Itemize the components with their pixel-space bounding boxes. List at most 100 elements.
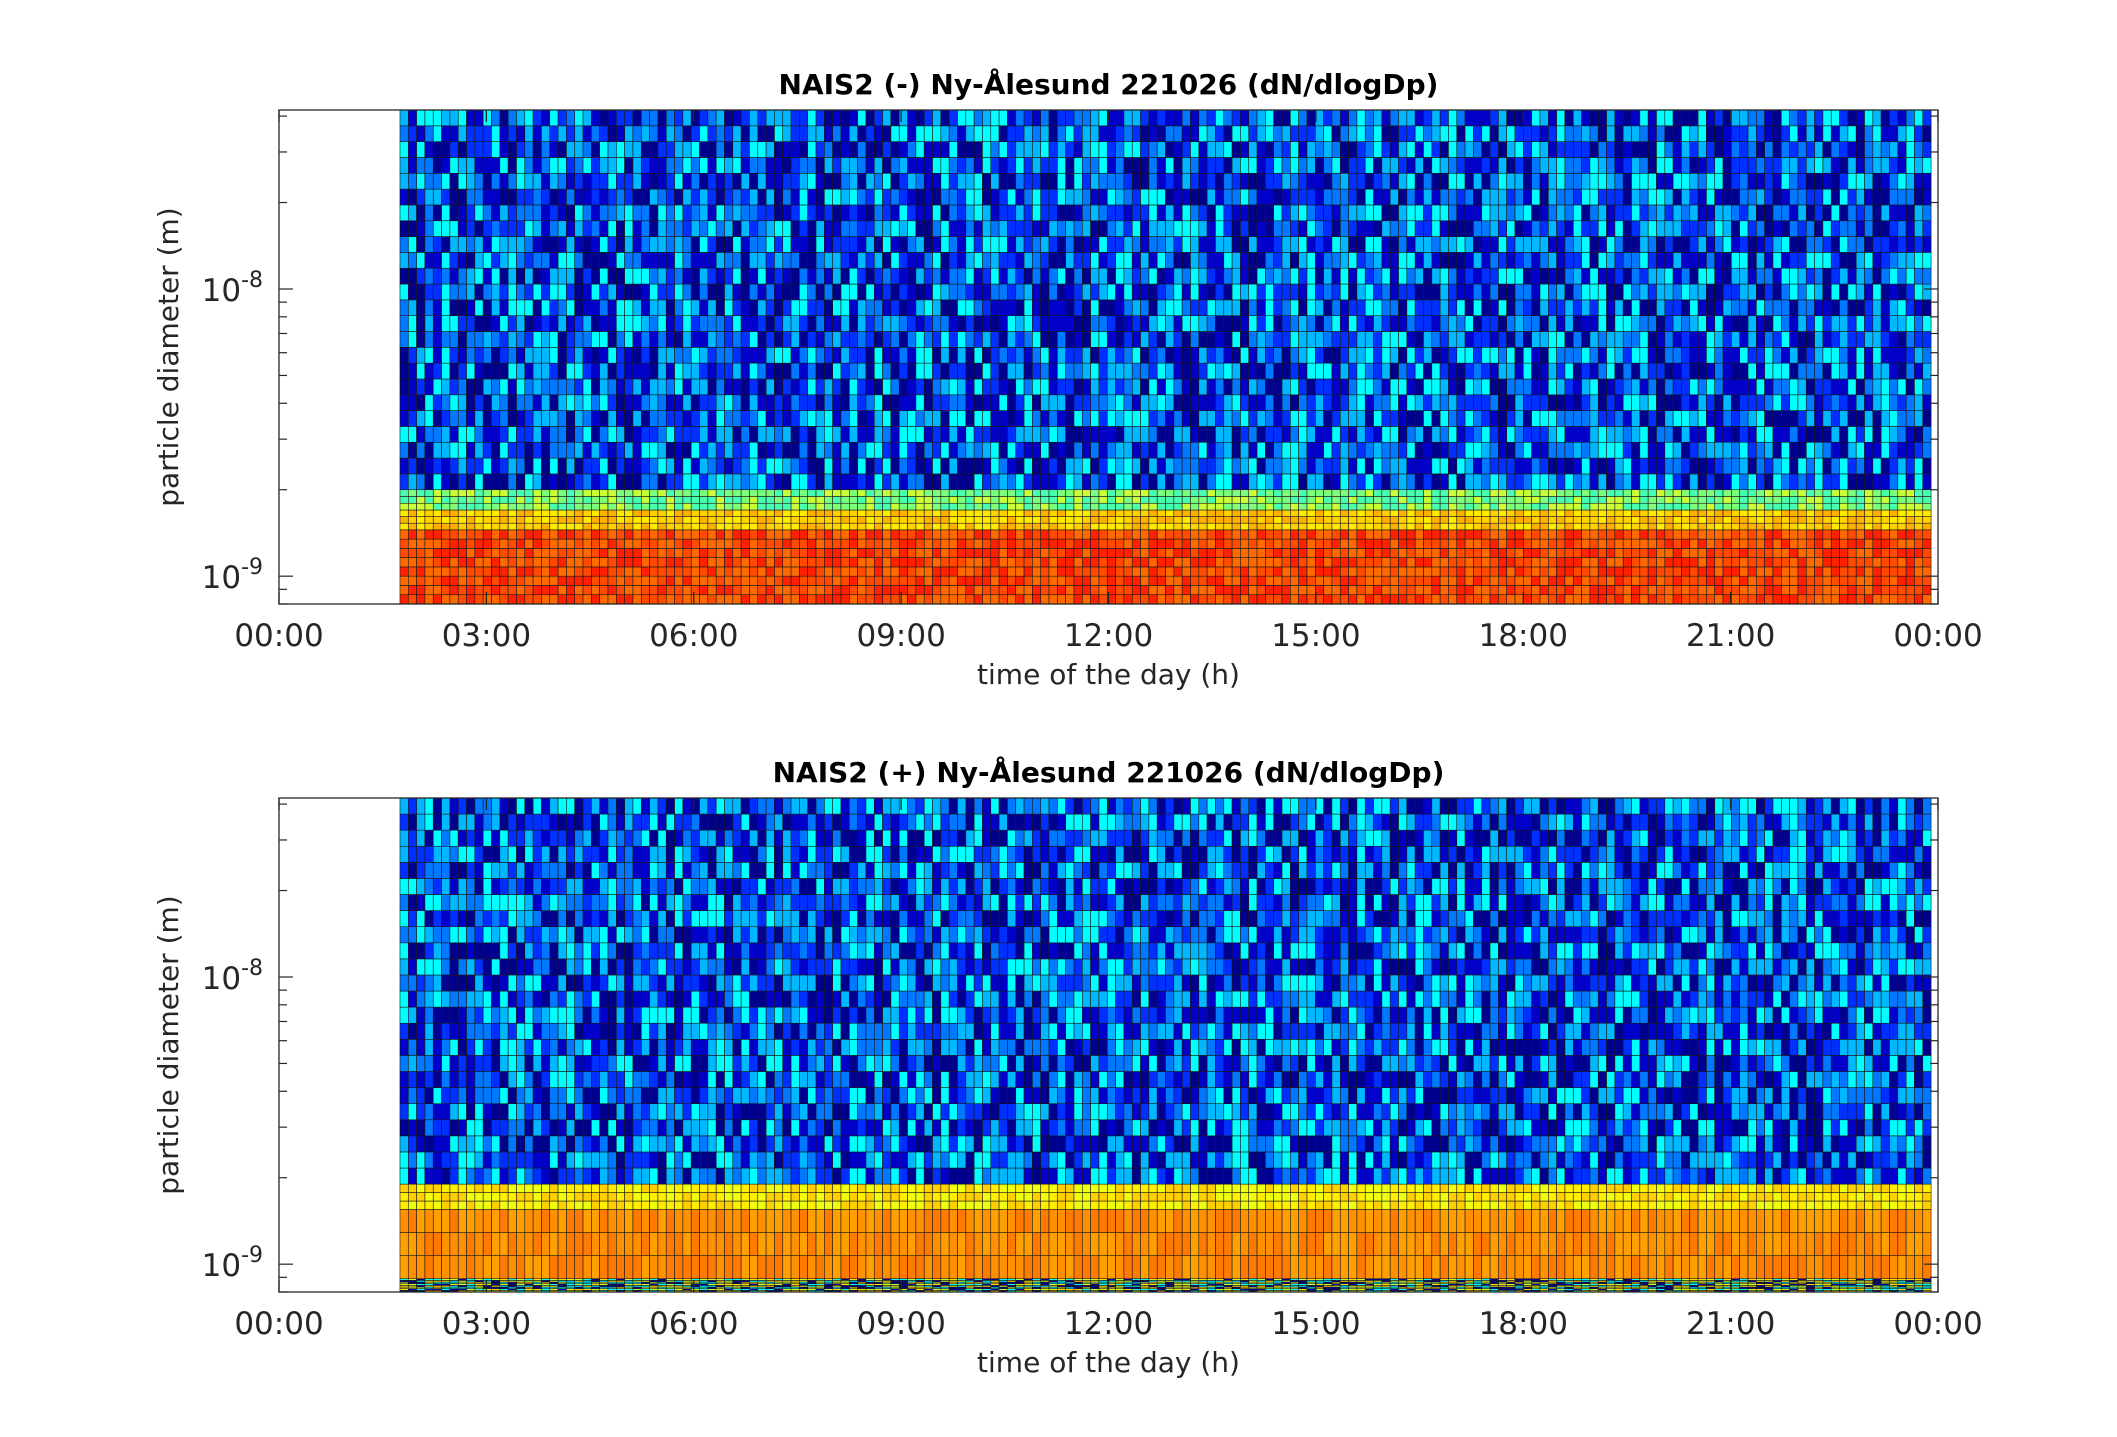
- heatmap-cell: [682, 347, 692, 364]
- heatmap-cell: [1290, 509, 1299, 517]
- heatmap-cell: [857, 522, 867, 531]
- heatmap-cell: [557, 331, 567, 348]
- heatmap-cell: [1073, 496, 1083, 504]
- heatmap-cell: [749, 331, 759, 348]
- heatmap-cell: [1015, 585, 1025, 596]
- heatmap-cell: [1772, 566, 1782, 577]
- heatmap-cell: [998, 585, 1008, 596]
- heatmap-cell: [998, 529, 1008, 540]
- heatmap-cell: [998, 548, 1008, 558]
- heatmap-cell: [757, 378, 767, 396]
- heatmap-cell: [1523, 594, 1532, 605]
- heatmap-cell: [1456, 441, 1466, 459]
- heatmap-cell: [1606, 473, 1616, 491]
- heatmap-cell: [1140, 548, 1150, 558]
- heatmap-cell: [1173, 457, 1183, 475]
- heatmap-cell: [1714, 347, 1724, 364]
- heatmap-cell: [1215, 516, 1225, 524]
- heatmap-cell: [1556, 566, 1566, 577]
- heatmap-cell: [1664, 394, 1674, 411]
- heatmap-cell: [1273, 410, 1283, 427]
- heatmap-cell: [1373, 538, 1383, 549]
- heatmap-cell: [1689, 426, 1699, 443]
- heatmap-cell: [616, 362, 625, 380]
- heatmap-cell: [1057, 496, 1066, 504]
- heatmap-cell: [1323, 457, 1333, 475]
- heatmap-cell: [1431, 509, 1441, 517]
- heatmap-cell: [724, 516, 734, 524]
- heatmap-cell: [1689, 473, 1699, 491]
- heatmap-cell: [1023, 347, 1033, 364]
- heatmap-cell: [457, 548, 467, 558]
- heatmap-cell: [474, 585, 484, 596]
- heatmap-cell: [873, 529, 883, 540]
- heatmap-cell: [1315, 299, 1324, 316]
- heatmap-cell: [1789, 473, 1799, 491]
- heatmap-cell: [1822, 315, 1832, 332]
- heatmap-cell: [1689, 594, 1699, 605]
- heatmap-cell: [1165, 529, 1175, 540]
- heatmap-cell: [1631, 441, 1641, 459]
- heatmap-cell: [1131, 594, 1141, 605]
- heatmap-cell: [1839, 529, 1849, 540]
- heatmap-cell: [1023, 529, 1033, 540]
- heatmap-cell: [416, 594, 426, 605]
- heatmap-cell: [1439, 585, 1449, 596]
- heatmap-cell: [865, 473, 875, 491]
- heatmap-cell: [1381, 315, 1391, 332]
- heatmap-cell: [998, 594, 1008, 605]
- heatmap-cell: [907, 347, 917, 364]
- heatmap-cell: [1747, 566, 1757, 577]
- heatmap-cell: [1373, 594, 1383, 605]
- heatmap-cell: [873, 283, 883, 301]
- heatmap-cell: [832, 538, 842, 549]
- heatmap-cell: [549, 548, 559, 558]
- heatmap-cell: [1106, 557, 1116, 568]
- heatmap-cell: [1672, 538, 1682, 549]
- heatmap-cell: [1423, 529, 1433, 540]
- heatmap-cell: [1331, 347, 1341, 364]
- heatmap-cell: [1115, 299, 1125, 316]
- heatmap-cell: [507, 315, 517, 332]
- heatmap-cell: [824, 410, 833, 427]
- heatmap-cell: [1098, 473, 1108, 491]
- heatmap-cell: [682, 315, 692, 332]
- heatmap-cell: [591, 394, 600, 411]
- heatmap-cell: [1548, 299, 1557, 316]
- heatmap-cell: [1281, 509, 1291, 517]
- heatmap-cell: [1414, 410, 1424, 427]
- heatmap-cell: [1123, 548, 1133, 558]
- heatmap-cell: [1814, 529, 1824, 540]
- heatmap-cell: [1231, 315, 1241, 332]
- heatmap-cell: [1364, 489, 1374, 497]
- heatmap-cell: [549, 509, 559, 517]
- heatmap-cell: [607, 267, 617, 285]
- heatmap-cell: [516, 267, 526, 285]
- heatmap-cell: [1248, 441, 1258, 459]
- heatmap-cell: [807, 394, 817, 411]
- heatmap-cell: [1181, 522, 1191, 531]
- heatmap-cell: [424, 557, 434, 568]
- heatmap-cell: [932, 299, 942, 316]
- heatmap-cell: [807, 522, 817, 531]
- heatmap-cell: [1498, 496, 1508, 504]
- heatmap-cell: [1523, 489, 1532, 497]
- heatmap-cell: [616, 441, 625, 459]
- heatmap-cell: [632, 502, 642, 511]
- heatmap-cell: [1872, 473, 1882, 491]
- heatmap-cell: [1256, 557, 1266, 568]
- heatmap-cell: [1689, 538, 1699, 549]
- heatmap-cell: [1007, 299, 1017, 316]
- heatmap-cell: [1356, 315, 1366, 332]
- heatmap-cell: [1556, 299, 1566, 316]
- heatmap-cell: [782, 575, 792, 586]
- heatmap-cell: [940, 496, 950, 504]
- heatmap-cell: [1215, 529, 1225, 540]
- heatmap-cell: [1190, 502, 1200, 511]
- heatmap-cell: [407, 516, 417, 524]
- heatmap-cell: [982, 315, 992, 332]
- heatmap-cell: [1290, 548, 1299, 558]
- heatmap-cell: [499, 331, 509, 348]
- heatmap-cell: [1406, 502, 1416, 511]
- heatmap-cell: [1190, 315, 1200, 332]
